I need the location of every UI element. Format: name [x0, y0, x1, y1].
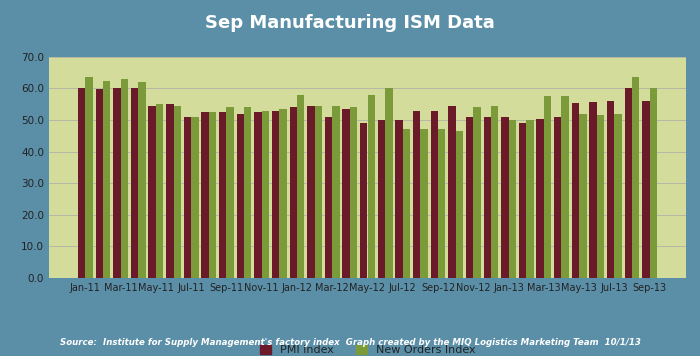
Bar — [209, 112, 216, 278]
Bar — [202, 112, 209, 278]
Bar — [378, 120, 385, 278]
Bar — [237, 114, 244, 278]
Bar — [402, 130, 410, 278]
Bar — [624, 89, 632, 278]
Bar — [395, 120, 402, 278]
Bar — [501, 117, 509, 278]
Bar — [219, 112, 226, 278]
Bar — [184, 117, 191, 278]
Bar — [332, 106, 340, 278]
Bar — [368, 95, 375, 278]
Bar — [456, 131, 463, 278]
Bar — [642, 101, 650, 278]
Bar — [254, 112, 262, 278]
Bar — [519, 124, 526, 278]
Bar — [272, 111, 279, 278]
Bar — [174, 106, 181, 278]
Bar — [554, 117, 561, 278]
Bar — [413, 111, 421, 278]
Bar — [650, 89, 657, 278]
Bar — [572, 103, 579, 278]
Bar — [262, 111, 269, 278]
Bar — [466, 117, 473, 278]
Bar — [430, 111, 438, 278]
Bar — [350, 108, 357, 278]
Bar — [244, 108, 251, 278]
Bar — [484, 117, 491, 278]
Bar — [615, 114, 622, 278]
Bar — [526, 120, 533, 278]
Bar — [85, 78, 93, 278]
Bar — [120, 79, 128, 278]
Bar — [290, 108, 297, 278]
Bar — [139, 82, 146, 278]
Bar — [314, 106, 322, 278]
Bar — [536, 119, 544, 278]
Bar — [342, 109, 350, 278]
Bar — [297, 95, 304, 278]
Bar — [607, 101, 615, 278]
Bar — [632, 78, 639, 278]
Bar — [596, 115, 604, 278]
Bar — [307, 106, 314, 278]
Bar — [579, 114, 587, 278]
Bar — [78, 89, 85, 278]
Bar — [226, 108, 234, 278]
Bar — [156, 104, 163, 278]
Bar — [589, 102, 596, 278]
Bar — [131, 89, 139, 278]
Bar — [325, 117, 332, 278]
Bar — [438, 130, 445, 278]
Bar — [96, 89, 103, 278]
Bar — [544, 96, 551, 278]
Bar — [561, 96, 569, 278]
Bar — [148, 106, 156, 278]
Bar — [279, 109, 287, 278]
Text: Source:  Institute for Supply Management's factory index  Graph created by the M: Source: Institute for Supply Management'… — [60, 338, 640, 347]
Bar — [421, 130, 428, 278]
Bar — [103, 80, 111, 278]
Bar — [473, 108, 481, 278]
Legend: PMI Index, New Orders Index: PMI Index, New Orders Index — [260, 345, 475, 355]
Text: Sep Manufacturing ISM Data: Sep Manufacturing ISM Data — [205, 14, 495, 32]
Bar — [385, 89, 393, 278]
Bar — [448, 106, 456, 278]
Bar — [491, 106, 498, 278]
Bar — [509, 120, 516, 278]
Bar — [166, 104, 174, 278]
Bar — [113, 89, 120, 278]
Bar — [191, 117, 199, 278]
Bar — [360, 123, 368, 278]
